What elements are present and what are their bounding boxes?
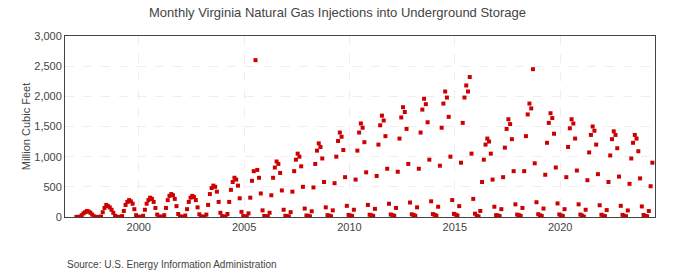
svg-text:1,000: 1,000 (34, 151, 62, 163)
svg-text:2005: 2005 (232, 221, 256, 233)
svg-text:Monthly Virginia Natural Gas I: Monthly Virginia Natural Gas Injections … (149, 5, 526, 20)
svg-text:500: 500 (43, 181, 61, 193)
svg-text:2020: 2020 (548, 221, 572, 233)
svg-text:2000: 2000 (127, 221, 151, 233)
svg-text:0: 0 (56, 211, 62, 223)
svg-text:2010: 2010 (337, 221, 361, 233)
svg-text:2015: 2015 (443, 221, 467, 233)
svg-text:2,000: 2,000 (34, 90, 62, 102)
svg-text:1,500: 1,500 (34, 120, 62, 132)
svg-text:2,500: 2,500 (34, 60, 62, 72)
svg-text:Million Cubic Feet: Million Cubic Feet (20, 83, 32, 170)
svg-text:3,000: 3,000 (34, 30, 62, 42)
svg-text:Source: U.S. Energy Informatio: Source: U.S. Energy Information Administ… (67, 259, 277, 270)
